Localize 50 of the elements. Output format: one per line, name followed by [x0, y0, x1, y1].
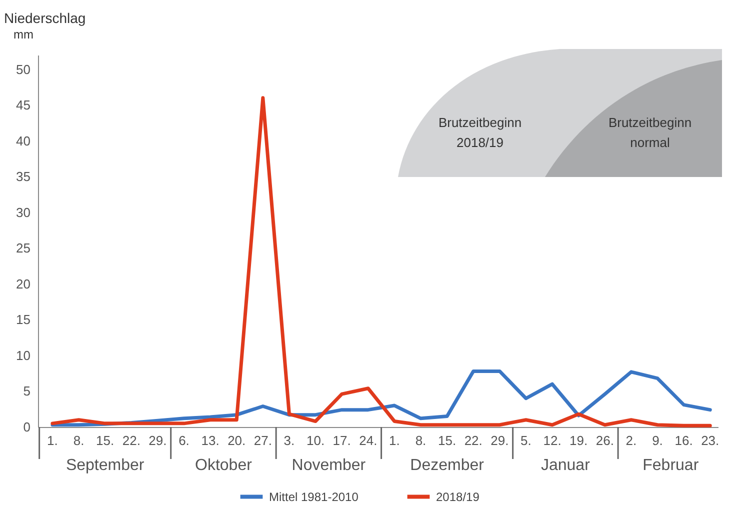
x-tick-label: 2. — [626, 433, 637, 448]
y-tick-label: 50 — [16, 62, 30, 77]
x-tick-label: 15. — [96, 433, 114, 448]
x-tick-label: 10. — [306, 433, 325, 448]
x-tick-label: 12. — [543, 433, 562, 448]
text: November — [292, 457, 366, 474]
text: Dezember — [410, 457, 485, 474]
text: Januar — [540, 457, 591, 474]
annotation: Brutzeitbeginn normal — [608, 115, 692, 150]
annotation: Brutzeitbeginn 2018/19 — [438, 115, 522, 150]
x-tick-label: 22. — [122, 433, 140, 448]
x-tick-label: 24. — [359, 433, 378, 448]
x-tick-label: 29. — [148, 433, 167, 448]
y-tick-label: 10 — [16, 348, 30, 363]
y-tick-label: 25 — [16, 240, 30, 256]
line-series — [50, 96, 712, 428]
x-tick-label: 3. — [284, 433, 295, 448]
x-tick-label: 5. — [520, 433, 532, 448]
text: September — [66, 457, 145, 474]
y-tick-label: 40 — [16, 133, 30, 148]
x-tick-label: 23. — [701, 433, 720, 448]
y-tick-label: 20 — [16, 276, 30, 292]
x-tick-label: 20. — [228, 433, 246, 448]
x-tick-label: 15. — [438, 433, 456, 448]
chart-title: Niederschlag — [4, 10, 86, 26]
x-tick-label: 1. — [47, 433, 58, 448]
y-tick-label: 35 — [16, 169, 30, 184]
x-tick-label: 29. — [490, 433, 509, 448]
x-tick-label: 16. — [674, 433, 693, 448]
x-tick-label: 9. — [652, 433, 663, 448]
x-tick-label: 6. — [178, 433, 190, 448]
x-tick-label: 17. — [332, 433, 351, 448]
legend-label: Mittel 1981-2010 — [269, 490, 359, 504]
x-tick-label: 1. — [389, 433, 400, 448]
text: Oktober — [194, 457, 253, 474]
x-tick-label: 13. — [201, 433, 220, 448]
y-tick-label: 0 — [23, 420, 30, 434]
y-axis-title: mm — [14, 28, 34, 42]
x-tick-label: 8. — [415, 433, 426, 448]
x-tick-label: 26. — [596, 433, 614, 448]
x-tick-label: 22. — [464, 433, 482, 448]
x-tick-label: 8. — [73, 433, 84, 448]
text: Februar — [642, 457, 700, 474]
y-tick-label: 15 — [16, 312, 30, 328]
y-tick-label: 45 — [16, 98, 30, 113]
x-tick-label: 27. — [254, 433, 272, 448]
legend-label: 2018/19 — [436, 490, 480, 504]
y-tick-label: 30 — [16, 204, 30, 220]
y-tick-label: 5 — [23, 384, 30, 399]
x-tick-label: 19. — [570, 433, 588, 448]
